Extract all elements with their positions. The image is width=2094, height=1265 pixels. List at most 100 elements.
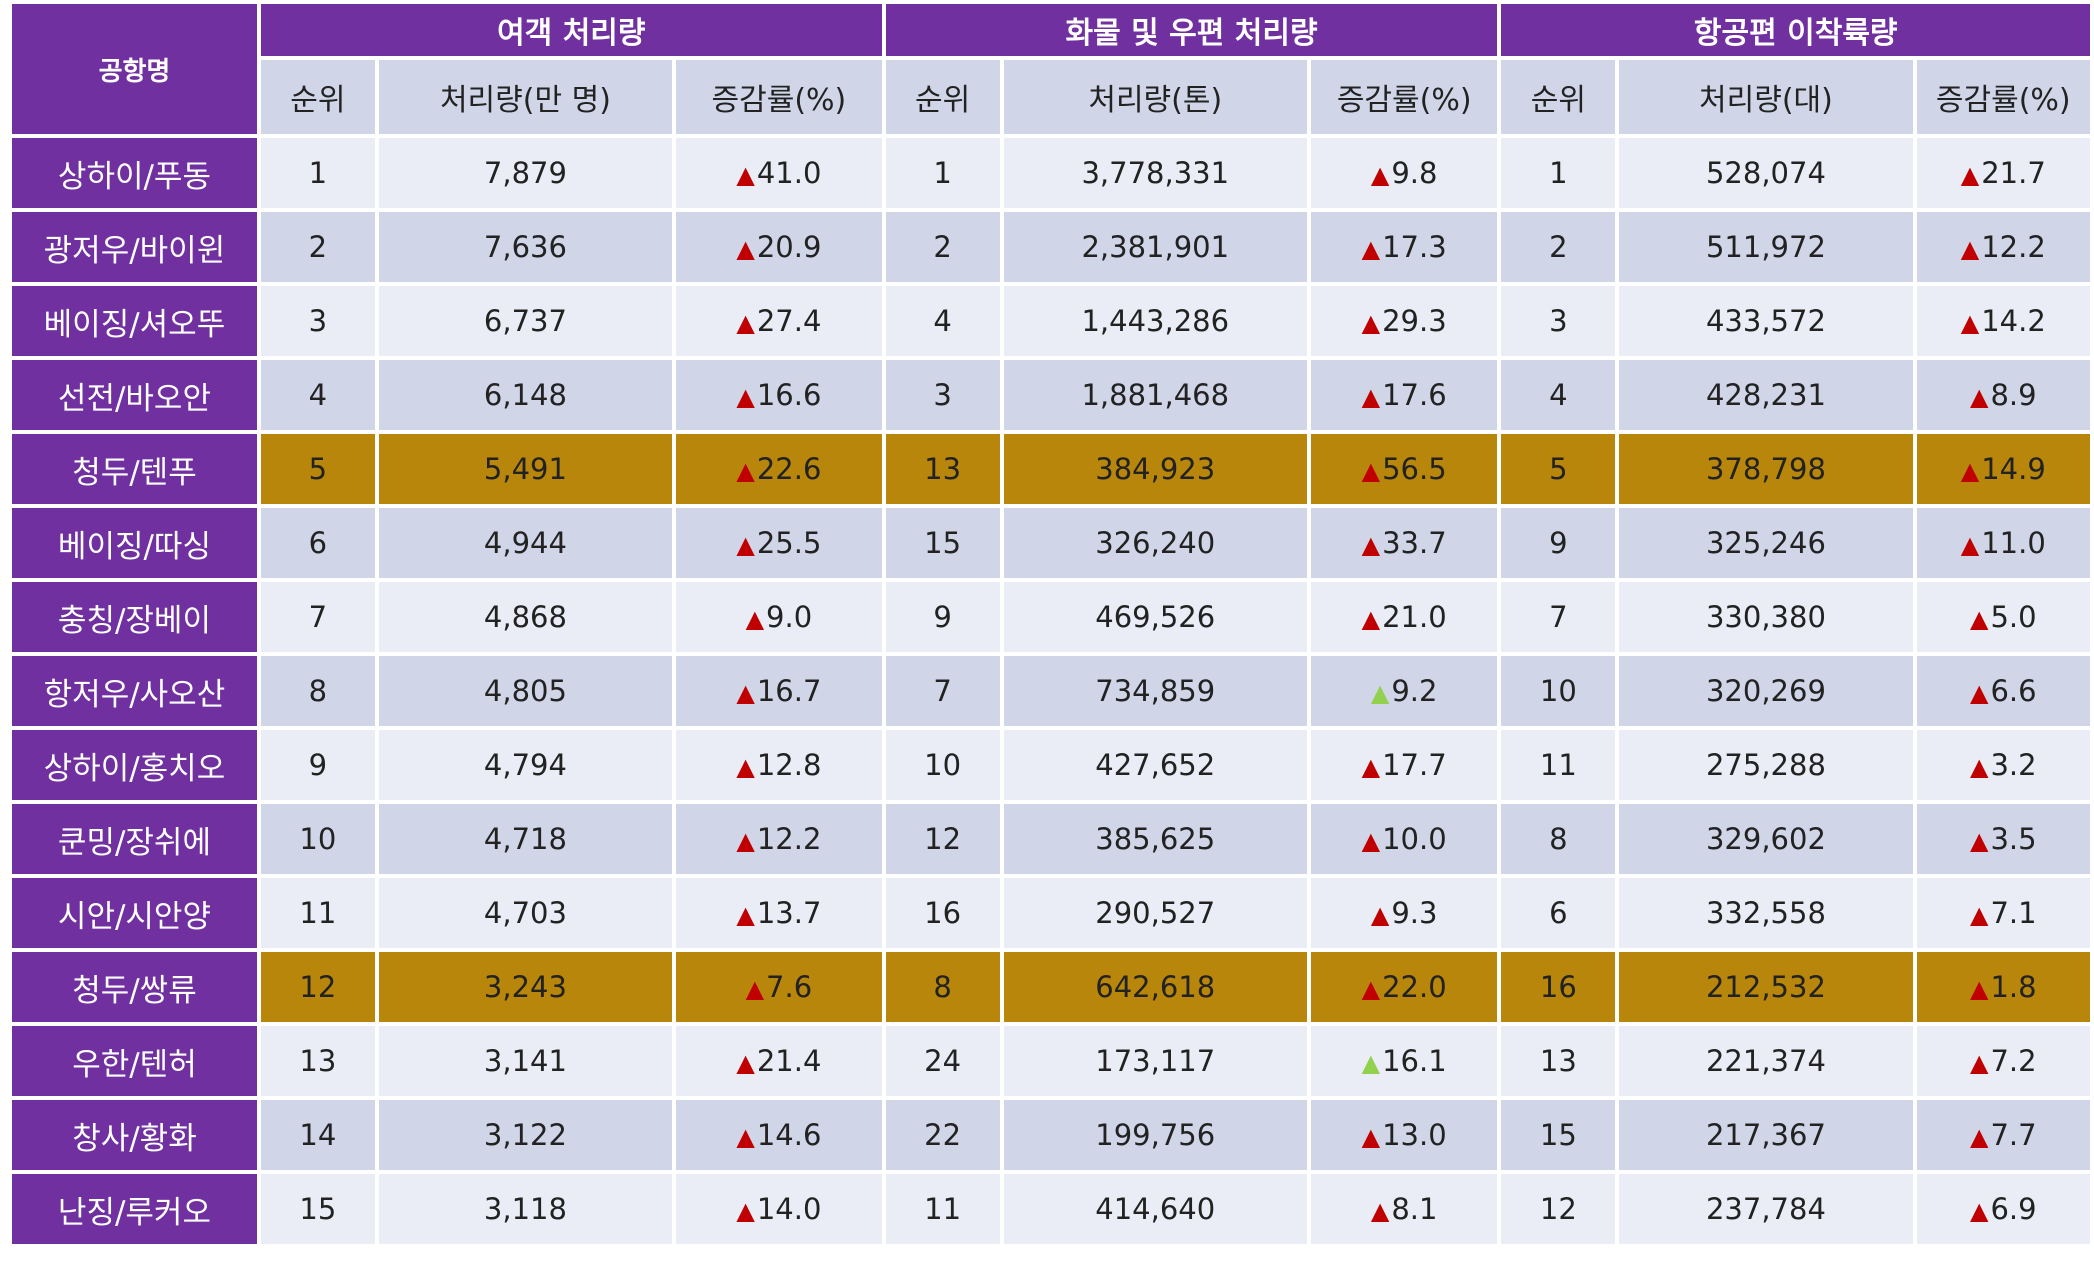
passenger-change-cell: ▲21.4 <box>676 1026 882 1096</box>
cargo-change-cell: ▲21.0 <box>1310 582 1498 652</box>
up-triangle-icon: ▲ <box>1361 309 1381 337</box>
passenger-volume-cell: 3,141 <box>378 1026 673 1096</box>
cargo-rank-cell: 22 <box>885 1100 1000 1170</box>
passenger-change-cell: ▲20.9 <box>676 212 882 282</box>
passenger-change-cell: ▲22.6 <box>676 434 882 504</box>
cargo-volume-cell: 3,778,331 <box>1003 138 1307 208</box>
cargo-change-cell: ▲9.3 <box>1310 878 1498 948</box>
up-triangle-icon: ▲ <box>736 753 755 781</box>
cargo-volume-cell: 1,881,468 <box>1003 360 1307 430</box>
table-row: 베이징/따싱 6 4,944 ▲25.5 15 326,240 ▲33.7 9 325,246 ▲… <box>12 508 2090 578</box>
flights-change-cell: ▲7.7 <box>1916 1100 2090 1170</box>
change-value: 9.8 <box>1391 156 1438 190</box>
change-value: 5.0 <box>1990 600 2037 634</box>
flights-rank-cell: 4 <box>1501 360 1616 430</box>
flights-volume-cell: 320,269 <box>1619 656 1913 726</box>
cargo-rank-cell: 9 <box>885 582 1000 652</box>
airport-name-cell: 베이징/셔오뚜 <box>12 286 257 356</box>
cargo-change-cell: ▲8.1 <box>1310 1174 1498 1244</box>
cargo-rank-cell: 13 <box>885 434 1000 504</box>
change-value: 21.4 <box>756 1044 822 1078</box>
passenger-volume-cell: 4,805 <box>378 656 673 726</box>
flights-rank-cell: 15 <box>1501 1100 1616 1170</box>
passenger-rank-cell: 8 <box>260 656 375 726</box>
flights-change-cell: ▲1.8 <box>1916 952 2090 1022</box>
airport-name-cell: 청두/쌍류 <box>12 952 257 1022</box>
passenger-volume-cell: 7,636 <box>378 212 673 282</box>
flights-change-cell: ▲8.9 <box>1916 360 2090 430</box>
passenger-volume-cell: 6,148 <box>378 360 673 430</box>
change-value: 16.1 <box>1382 1044 1447 1078</box>
cargo-volume-cell: 384,923 <box>1003 434 1307 504</box>
change-value: 17.3 <box>1382 230 1447 264</box>
cargo-change-cell: ▲10.0 <box>1310 804 1498 874</box>
up-triangle-icon: ▲ <box>1361 975 1381 1003</box>
flights-volume-cell: 325,246 <box>1619 508 1913 578</box>
table-row: 선전/바오안 4 6,148 ▲16.6 3 1,881,468 ▲17.6 4 428,231… <box>12 360 2090 430</box>
passenger-rank-cell: 1 <box>260 138 375 208</box>
change-value: 14.0 <box>756 1192 822 1226</box>
airport-name-header: 공항명 <box>12 4 257 134</box>
passenger-rank-cell: 15 <box>260 1174 375 1244</box>
table-row: 난징/루커오 15 3,118 ▲14.0 11 414,640 ▲8.1 12 237,784… <box>12 1174 2090 1244</box>
up-triangle-icon: ▲ <box>1969 753 1989 781</box>
sub-header-row: 순위 처리량(만 명) 증감률(%) 순위 처리량(톤) 증감률(%) 순위 처… <box>12 60 2090 134</box>
table-row: 베이징/셔오뚜 3 6,737 ▲27.4 4 1,443,286 ▲29.3 3 433,57… <box>12 286 2090 356</box>
flights-group-header: 항공편 이착륙량 <box>1501 4 2090 56</box>
up-triangle-icon: ▲ <box>736 235 755 263</box>
airport-name-cell: 상하이/푸동 <box>12 138 257 208</box>
airport-name-cell: 시안/시안양 <box>12 878 257 948</box>
cargo-volume-cell: 427,652 <box>1003 730 1307 800</box>
change-value: 9.3 <box>1391 896 1438 930</box>
passenger-change-cell: ▲16.7 <box>676 656 882 726</box>
up-triangle-icon: ▲ <box>745 975 765 1003</box>
flights-change-cell: ▲7.1 <box>1916 878 2090 948</box>
passenger-volume-cell: 4,794 <box>378 730 673 800</box>
change-value: 56.5 <box>1382 452 1447 486</box>
up-triangle-icon: ▲ <box>1969 679 1989 707</box>
airport-name-cell: 충칭/장베이 <box>12 582 257 652</box>
cargo-volume-cell: 385,625 <box>1003 804 1307 874</box>
passenger-volume-cell: 5,491 <box>378 434 673 504</box>
up-triangle-icon: ▲ <box>1969 1197 1989 1225</box>
cargo-volume-cell: 326,240 <box>1003 508 1307 578</box>
up-triangle-icon: ▲ <box>745 605 765 633</box>
cargo-volume-header: 처리량(톤) <box>1003 60 1307 134</box>
change-value: 7.6 <box>766 970 813 1004</box>
passenger-volume-cell: 4,868 <box>378 582 673 652</box>
airport-name-cell: 베이징/따싱 <box>12 508 257 578</box>
cargo-volume-cell: 199,756 <box>1003 1100 1307 1170</box>
change-value: 11.0 <box>1981 526 2046 560</box>
up-triangle-icon: ▲ <box>1370 161 1390 189</box>
change-value: 12.2 <box>1981 230 2046 264</box>
passenger-volume-cell: 6,737 <box>378 286 673 356</box>
cargo-rank-cell: 7 <box>885 656 1000 726</box>
change-value: 20.9 <box>756 230 822 264</box>
cargo-change-cell: ▲33.7 <box>1310 508 1498 578</box>
airport-name-cell: 난징/루커오 <box>12 1174 257 1244</box>
flights-volume-cell: 433,572 <box>1619 286 1913 356</box>
table-row: 청두/텐푸 5 5,491 ▲22.6 13 384,923 ▲56.5 5 378,798 ▲1… <box>12 434 2090 504</box>
cargo-rank-cell: 8 <box>885 952 1000 1022</box>
passenger-rank-cell: 9 <box>260 730 375 800</box>
cargo-group-header: 화물 및 우편 처리량 <box>885 4 1498 56</box>
cargo-volume-cell: 2,381,901 <box>1003 212 1307 282</box>
up-triangle-icon: ▲ <box>1969 1123 1989 1151</box>
airport-name-cell: 상하이/홍치오 <box>12 730 257 800</box>
up-triangle-icon: ▲ <box>736 161 755 189</box>
up-triangle-icon: ▲ <box>736 457 755 485</box>
change-value: 7.7 <box>1990 1118 2037 1152</box>
passenger-volume-cell: 3,122 <box>378 1100 673 1170</box>
flights-change-cell: ▲3.5 <box>1916 804 2090 874</box>
flights-rank-cell: 16 <box>1501 952 1616 1022</box>
up-triangle-icon: ▲ <box>1969 383 1989 411</box>
change-value: 6.9 <box>1990 1192 2037 1226</box>
up-triangle-icon: ▲ <box>1960 309 1980 337</box>
change-value: 7.2 <box>1990 1044 2037 1078</box>
passenger-change-cell: ▲13.7 <box>676 878 882 948</box>
group-header-row: 공항명 여객 처리량 화물 및 우편 처리량 항공편 이착륙량 <box>12 4 2090 134</box>
flights-rank-cell: 13 <box>1501 1026 1616 1096</box>
cargo-change-cell: ▲9.8 <box>1310 138 1498 208</box>
table-row: 시안/시안양 11 4,703 ▲13.7 16 290,527 ▲9.3 6 332,558 ▲… <box>12 878 2090 948</box>
flights-change-cell: ▲6.9 <box>1916 1174 2090 1244</box>
